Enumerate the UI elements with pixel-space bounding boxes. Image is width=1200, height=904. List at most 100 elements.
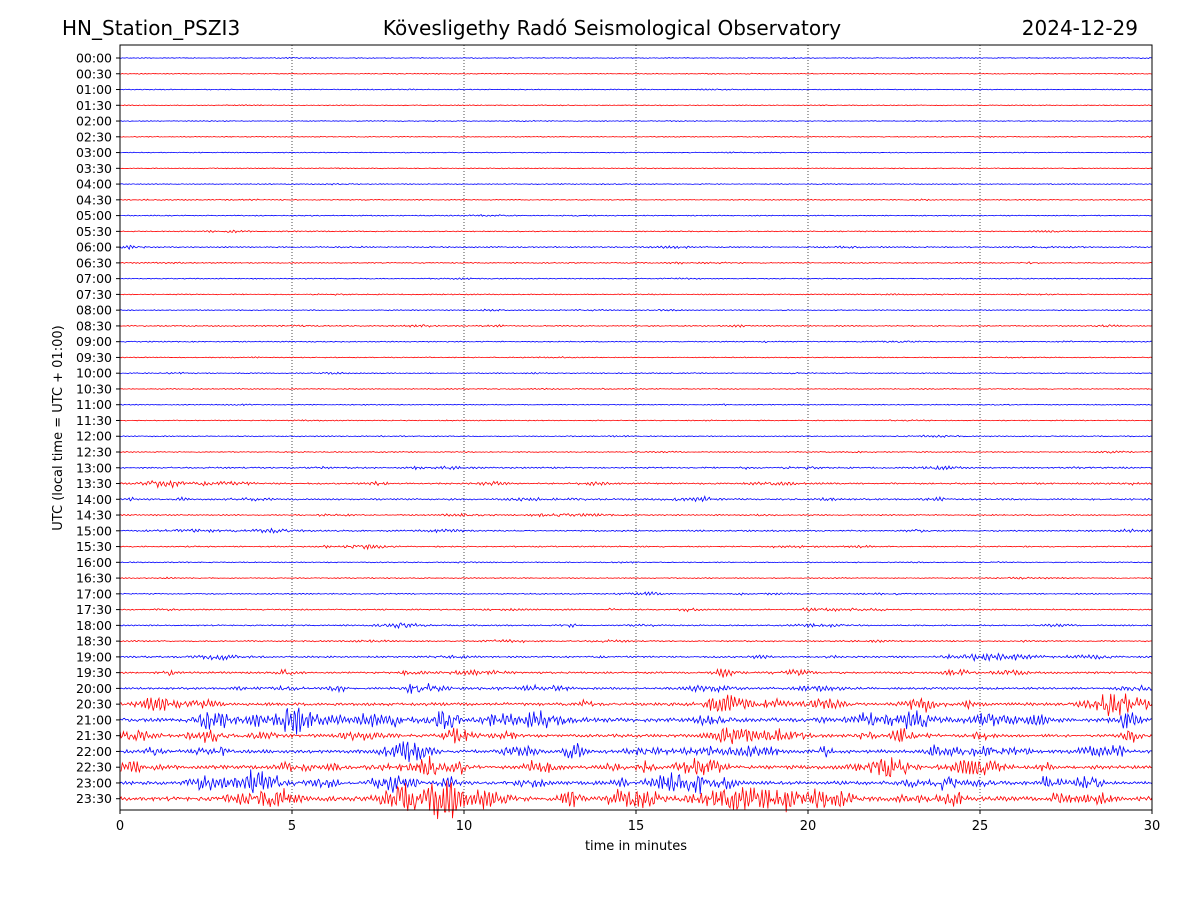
trace-1200 [119, 434, 1153, 438]
trace-2000 [119, 683, 1153, 694]
y-tick-label: 14:00 [76, 492, 112, 507]
y-tick-label: 22:00 [76, 744, 112, 759]
trace-1000 [119, 371, 1153, 375]
trace-1500 [119, 527, 1153, 534]
trace-2030 [119, 693, 1153, 717]
y-tick-label: 03:30 [76, 161, 112, 176]
y-tick-label: 12:30 [76, 445, 112, 460]
trace-1630 [119, 576, 1153, 580]
x-tick-label-5: 5 [288, 819, 296, 834]
y-tick-label: 12:00 [76, 429, 112, 444]
y-tick-label: 06:00 [76, 240, 112, 255]
x-axis-label: time in minutes [585, 839, 687, 854]
trace-0300 [119, 151, 1153, 154]
trace-0100 [119, 88, 1153, 91]
trace-0930 [119, 356, 1153, 359]
trace-2130 [119, 727, 1153, 745]
y-tick-label: 22:30 [76, 760, 112, 775]
trace-0500 [119, 214, 1153, 217]
trace-1730 [119, 607, 1153, 613]
y-tick-label: 08:00 [76, 303, 112, 318]
y-tick-label: 04:30 [76, 192, 112, 207]
y-tick-label: 01:30 [76, 98, 112, 113]
trace-1330 [119, 479, 1153, 489]
y-tick-label: 21:30 [76, 728, 112, 743]
trace-0730 [119, 293, 1153, 296]
y-tick-label: 10:00 [76, 366, 112, 381]
trace-1830 [119, 638, 1153, 644]
y-tick-label: 16:00 [76, 555, 112, 570]
trace-1430 [119, 512, 1153, 518]
y-tick-label: 01:00 [76, 82, 112, 97]
y-tick-label: 10:30 [76, 381, 112, 396]
trace-1130 [119, 419, 1153, 422]
x-tick-labels: 0 5 10 15 20 25 30 [116, 810, 1160, 834]
y-tick-label: 08:30 [76, 318, 112, 333]
trace-2100 [119, 707, 1153, 735]
x-tick-label-0: 0 [116, 819, 124, 834]
y-tick-label: 05:00 [76, 208, 112, 223]
x-tick-label-15: 15 [628, 819, 645, 834]
trace-1400 [119, 495, 1153, 503]
trace-2200 [119, 741, 1153, 763]
trace-2230 [119, 755, 1153, 778]
trace-1300 [119, 465, 1153, 471]
y-tick-label: 19:30 [76, 665, 112, 680]
y-tick-label: 04:00 [76, 177, 112, 192]
x-tick-label-25: 25 [972, 819, 989, 834]
trace-0430 [119, 198, 1153, 202]
y-tick-label: 13:30 [76, 476, 112, 491]
station-name: HN_Station_PSZI3 [62, 16, 240, 40]
trace-0900 [119, 340, 1153, 344]
y-tick-label: 16:30 [76, 571, 112, 586]
y-tick-label: 20:00 [76, 681, 112, 696]
y-tick-label: 07:00 [76, 271, 112, 286]
y-tick-label: 17:00 [76, 586, 112, 601]
y-tick-label: 19:00 [76, 649, 112, 664]
trace-0530 [119, 229, 1153, 234]
trace-1930 [119, 668, 1153, 678]
y-tick-labels: 00:0000:3001:0001:3002:0002:3003:0003:30… [76, 51, 120, 806]
plot-frame [119, 44, 1153, 811]
y-tick-label: 02:00 [76, 114, 112, 129]
y-tick-label: 05:30 [76, 224, 112, 239]
trace-0630 [119, 261, 1153, 265]
trace-0130 [119, 104, 1153, 107]
y-tick-label: 17:30 [76, 602, 112, 617]
trace-0800 [119, 308, 1153, 312]
observatory-title: Kövesligethy Radó Seismological Observat… [383, 16, 841, 40]
y-tick-label: 23:30 [76, 791, 112, 806]
x-tick-label-20: 20 [800, 819, 817, 834]
trace-0200 [119, 119, 1153, 123]
y-tick-label: 00:00 [76, 51, 112, 66]
trace-0000 [119, 56, 1153, 60]
y-tick-label: 14:30 [76, 508, 112, 523]
trace-0600 [119, 244, 1153, 251]
y-tick-label: 13:00 [76, 460, 112, 475]
trace-1900 [119, 652, 1153, 663]
trace-1530 [119, 544, 1153, 551]
y-tick-label: 11:00 [76, 397, 112, 412]
y-tick-label: 09:00 [76, 334, 112, 349]
traces [119, 56, 1153, 820]
grid-lines [291, 45, 981, 810]
y-tick-label: 03:00 [76, 145, 112, 160]
x-tick-label-10: 10 [456, 819, 473, 834]
trace-2330 [119, 780, 1153, 820]
y-tick-label: 18:30 [76, 634, 112, 649]
y-tick-label: 21:00 [76, 712, 112, 727]
y-tick-label: 18:00 [76, 618, 112, 633]
chart-date: 2024-12-29 [1022, 16, 1138, 40]
y-tick-label: 07:30 [76, 287, 112, 302]
y-tick-label: 09:30 [76, 350, 112, 365]
trace-0030 [119, 72, 1153, 75]
trace-0400 [119, 182, 1153, 186]
x-tick-label-30: 30 [1144, 819, 1161, 834]
y-axis-label: UTC (local time = UTC + 01:00) [51, 325, 66, 530]
y-tick-label: 00:30 [76, 66, 112, 81]
trace-1030 [119, 387, 1153, 391]
trace-0230 [119, 135, 1153, 138]
trace-1100 [119, 403, 1153, 407]
